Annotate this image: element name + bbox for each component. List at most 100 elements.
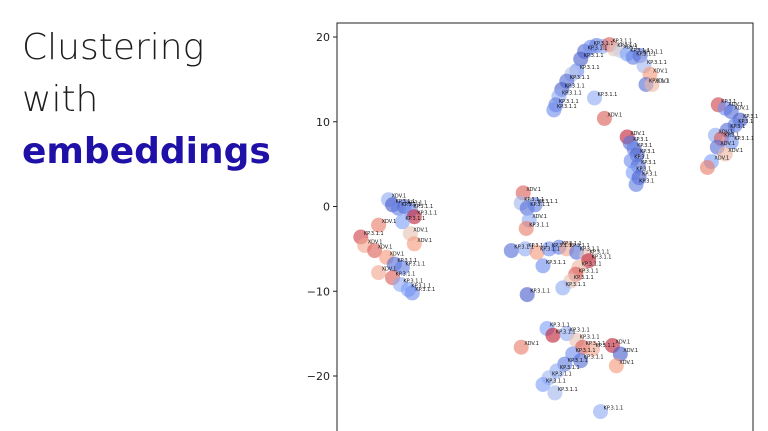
scatter-point [628,177,644,192]
point-label: XDV.1 [630,131,645,137]
point-label: KP.3.1.1 [556,329,576,335]
point-label: KP.3.1.1 [565,84,585,90]
point-label: KP.3.1.1 [538,199,558,205]
point-label: KP.3.1.1 [566,282,586,288]
point-label: KP.3.1.1 [584,53,604,59]
point-label: KP.3.1.1 [415,287,435,293]
scatter-point [612,346,628,362]
scatter-point [596,110,612,126]
scatter-point [527,197,543,213]
scatter-point [367,243,383,259]
point-label: KP.3.1.1 [401,202,421,208]
point-label: KP.3.1.1 [630,48,650,54]
scatter-point [371,265,387,281]
point-label: KP.3.1.1 [580,246,600,252]
point-label: KP.3.1.1 [734,136,754,142]
point-label: KP.3.1 [636,167,651,173]
point-label: KP.3.1.1 [411,284,431,290]
scatter-point [555,280,571,296]
point-labels: KP.3.1.1KP.3.1.1KP.3.1.1KP.3.1.1XDV.1KP.… [364,39,758,412]
point-label: KP.3.1.1 [562,241,582,247]
scatter-point [513,339,529,355]
point-label: KP.3.1.1 [617,43,637,49]
scatter-point [404,285,420,301]
scatter-point [394,214,410,230]
scatter-point [546,102,562,118]
point-label: KP.3.1.1 [397,258,417,264]
point-label: KP.3.1.1 [588,45,608,51]
point-label: KP.3.1 [640,149,655,155]
point-label: KP.3.1 [738,119,753,125]
point-label: KP.3.1.1 [560,365,580,371]
point-label: XDV.1 [714,156,729,162]
scatter-point [406,236,422,252]
point-label: KP.3.1.1 [403,279,423,285]
scatter-point [519,287,535,303]
point-label: XDV.1 [623,45,638,51]
point-label: KP.3.1.1 [570,328,590,334]
scatter-point [593,404,608,420]
point-label: KP.3.1.1 [550,323,570,329]
y-tick-label: 10 [316,116,330,129]
point-label: KP.3.1.1 [417,211,437,217]
point-label: KP.3.1.1 [396,199,416,205]
scatter-point [535,258,551,274]
scatter-point [517,241,533,257]
point-label: KP.3.1.1 [586,341,606,347]
point-label: XDV.1 [382,267,397,273]
point-label: KP.3.1.1 [598,92,618,98]
point-label: KP.3.1.1 [592,255,612,261]
scatter-point [573,51,589,67]
point-label: XDV.1 [392,194,407,200]
point-label: XDV.1 [368,240,383,246]
point-label: XDV.1 [734,106,749,112]
point-label: XDV.1 [615,340,630,346]
point-label: XDV.1 [413,228,428,234]
point-label: KP.3.1.1 [530,289,550,295]
scatter-point [406,209,422,225]
point-label: XDV.1 [607,112,622,118]
y-tick-label: −20 [307,370,330,383]
point-label: KP.3.1.1 [636,51,656,57]
point-label: KP.3.1.1 [396,272,416,278]
scatter-points [353,37,748,420]
scatter-point [394,260,410,275]
point-label: KP.3.1.1 [562,90,582,96]
point-label: XDV.1 [526,187,541,193]
y-tick-label: 20 [316,31,330,44]
scatter-point [518,221,534,236]
point-label: KP.3.1.1 [558,387,578,393]
point-label: XDV.1 [720,141,735,147]
point-label: KP.3.1 [637,143,652,149]
point-label: XDV.1 [390,251,405,257]
point-label: KP.3.1.1 [546,379,566,385]
point-label: KP.3.1.1 [612,39,632,45]
point-label: KP.3.1.1 [529,223,549,229]
point-label: KP.3.1.1 [568,358,588,364]
point-label: KP.3.1.1 [557,104,577,110]
point-label: KP.3.1.1 [546,260,566,266]
point-label: KP.3.1.1 [528,243,548,249]
scatter-point [644,77,660,92]
point-label: KP.3.1.1 [574,275,594,281]
point-label: KP.3.1.1 [647,60,667,66]
slide-title: Clustering with embeddings [22,22,322,178]
point-label: KP.3.1.1 [405,262,425,268]
point-label: KP.3.1.1 [405,216,425,222]
point-label: KP.3.1 [730,124,745,130]
point-label: KP.3.1 [641,160,656,166]
point-label: XDV.1 [378,245,393,251]
point-label: KP.3.1.1 [364,231,384,237]
point-label: XDV.1 [655,79,670,85]
point-label: KP.3.1.1 [643,50,663,56]
scatter-point [547,385,563,401]
point-label: KP.3.1.1 [582,262,602,268]
point-label: KP.3.1.1 [579,268,599,274]
point-label: KP.3.1.1 [604,406,624,412]
point-label: KP.3.1.1 [580,334,600,340]
point-label: KP.3.1 [639,179,654,185]
point-label: KP.3.1 [743,114,758,120]
scatter-point [587,90,602,106]
point-label: KP.3.1.1 [407,201,427,207]
